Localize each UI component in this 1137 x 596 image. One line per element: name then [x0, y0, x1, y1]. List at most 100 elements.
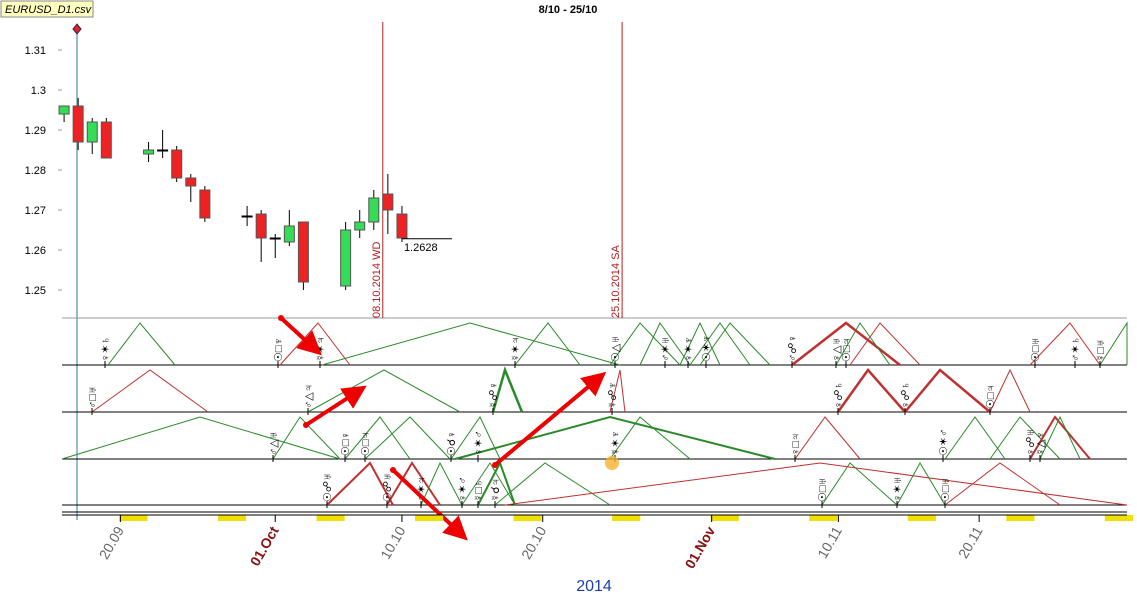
aspect-curve	[609, 322, 681, 366]
aspect-curve	[364, 416, 451, 460]
panel-lines	[62, 317, 1127, 513]
aspect-curve	[491, 366, 524, 413]
aspect-curve	[989, 368, 1031, 413]
aspect-label: ♂△♃	[303, 384, 315, 409]
y-tick-label: 1.26	[25, 245, 46, 257]
weekend-marker	[907, 515, 936, 521]
annotation-label: 08.10.2014 WD	[371, 242, 383, 318]
last-price-label: 1.2628	[404, 242, 438, 254]
aspect-label: ♂□♅	[87, 386, 99, 409]
candle-body	[354, 221, 366, 231]
aspect-label: ♂☍♀	[787, 334, 799, 362]
aspect-curve	[1039, 415, 1081, 460]
aspect-label: ☿✶♃	[315, 336, 327, 362]
aspect-label: ☉□♃	[841, 337, 853, 362]
aspect-label: ☉☍♅	[382, 473, 394, 502]
file-tag: EURUSD_D1.csv	[5, 4, 93, 16]
candle-body	[58, 105, 70, 115]
candle-body	[255, 213, 267, 239]
y-tick-label: 1.27	[25, 205, 46, 217]
aspect-curve	[821, 462, 898, 506]
aspect-label: ☉△♅	[610, 335, 622, 362]
candle-body	[368, 197, 380, 223]
candle-body	[340, 229, 352, 287]
aspect-curve	[461, 462, 516, 506]
aspect-curve	[91, 369, 209, 413]
aspect-curve	[699, 322, 771, 366]
aspect-curve	[61, 416, 341, 460]
arrow-dot	[303, 422, 309, 428]
weekend-marker	[513, 515, 542, 521]
y-tick-label: 1.29	[25, 125, 46, 137]
arrows	[279, 316, 607, 541]
candle-body	[185, 177, 197, 187]
chart-title: 8/10 - 25/10	[539, 4, 598, 16]
aspect-label: ☿△♆	[1035, 431, 1047, 456]
candle-body	[72, 105, 84, 143]
aspect-curve	[514, 322, 581, 366]
candle-body	[396, 213, 408, 239]
y-tick-label: 1.25	[25, 285, 46, 297]
aspect-label: ☿☍♆	[607, 381, 619, 409]
aspect-label: ☉☌♀	[446, 431, 458, 457]
aspect-label: ♂△♅	[268, 431, 280, 456]
candle-body	[241, 215, 253, 218]
aspect-curve	[791, 321, 901, 366]
aspect-label: ☉□♅	[1030, 337, 1042, 362]
candle-body	[269, 237, 281, 240]
x-axis-title: 2014	[576, 578, 612, 595]
aspect-curve	[944, 462, 1061, 506]
aspect-curve	[835, 322, 891, 366]
aspect-curve	[504, 462, 1128, 506]
aspect-label: ♂✶♅	[660, 336, 672, 362]
aspect-curve	[896, 461, 946, 506]
weekend-marker	[316, 515, 345, 521]
aspect-curve	[107, 322, 176, 366]
aspect-label: ☉☍♅	[322, 473, 334, 502]
y-tick-label: 1.3	[31, 85, 46, 97]
aspect-curve	[344, 416, 411, 460]
aspect-label: ☉□♃	[985, 384, 997, 409]
aspect-curve	[904, 368, 991, 413]
candle-body	[297, 221, 309, 283]
aspect-curve	[609, 369, 626, 413]
aspect-label: ☉□♃	[360, 431, 372, 456]
candle-body	[143, 149, 155, 155]
aspect-curve	[326, 461, 394, 506]
aspect-label: ♀☍♄	[833, 381, 845, 409]
cursor-highlight	[605, 456, 619, 470]
aspect-label: ☉✶♆	[701, 335, 713, 362]
aspect-label: ☿✶♃	[510, 336, 522, 362]
aspect-curve	[420, 461, 463, 506]
aspect-label: ♀☍♅	[1025, 428, 1037, 456]
aspect-curve	[272, 416, 341, 460]
aspect-label: ♀△♅	[831, 337, 843, 362]
aspect-curve	[689, 322, 751, 366]
weekend-marker	[710, 515, 739, 521]
aspect-label: ♀□♃	[790, 433, 802, 456]
aspect-curve	[609, 416, 691, 460]
candle-body	[157, 149, 169, 152]
aspect-label: ♀✶♄	[100, 336, 112, 362]
aspect-label: ♀✶♆	[683, 336, 695, 362]
candle-body	[86, 121, 98, 143]
weekend-marker	[415, 515, 444, 521]
aspect-curve	[279, 322, 351, 366]
annotation-label: 25.10.2014 SA	[610, 245, 622, 318]
aspect-label: ☉□♀	[340, 431, 352, 456]
aspect-curve	[494, 462, 611, 506]
aspect-label: ☿☍♀	[488, 381, 500, 409]
aspect-curve	[321, 322, 621, 366]
candle-body	[382, 193, 394, 211]
weekend-marker	[217, 515, 247, 521]
aspect-label: ♂✶♄	[1070, 336, 1082, 362]
aspect-curve	[450, 416, 501, 460]
aspect-label: ☉□♆	[273, 337, 285, 362]
aspect-curve	[1029, 415, 1091, 460]
weekend-marker	[1104, 515, 1133, 521]
cursor-marker	[72, 23, 82, 35]
aspect-curves	[61, 321, 1128, 506]
aspect-curve	[307, 369, 461, 413]
aspect-curve	[1099, 321, 1128, 366]
